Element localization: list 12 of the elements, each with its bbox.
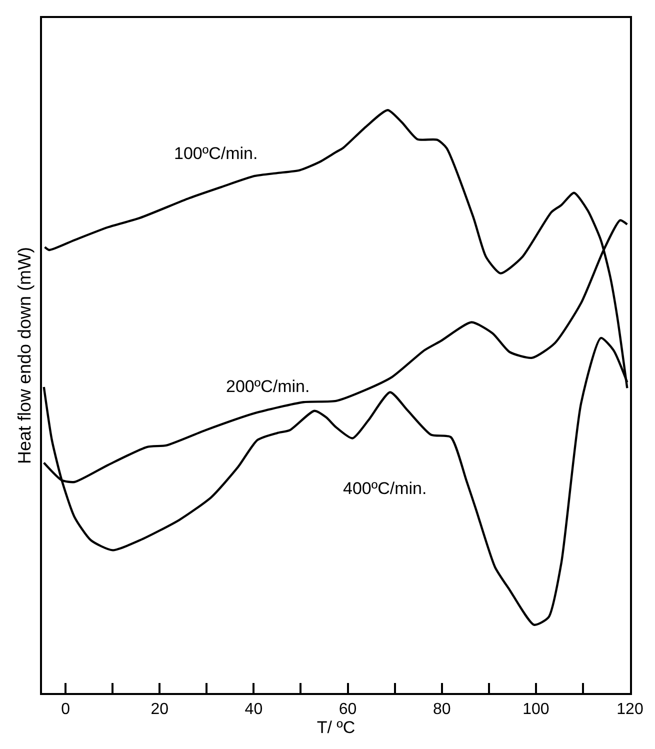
x-tick-label: 60 xyxy=(338,701,357,718)
x-tick-label: 80 xyxy=(432,701,451,718)
x-axis-title: T/ ºC xyxy=(316,718,356,738)
series-label: 200ºC/min. xyxy=(226,377,310,396)
series-label: 100ºC/min. xyxy=(174,144,258,163)
x-tick-label: 120 xyxy=(616,701,644,718)
x-tick-label: 20 xyxy=(150,701,169,718)
text: 400ºC/min. xyxy=(343,479,427,498)
x-tick-label: 100 xyxy=(522,701,550,718)
y-axis-title: Heat flow endo down (mW) xyxy=(14,246,35,464)
x-tick-label: 40 xyxy=(244,701,263,718)
x-tick-label: 0 xyxy=(61,701,70,718)
